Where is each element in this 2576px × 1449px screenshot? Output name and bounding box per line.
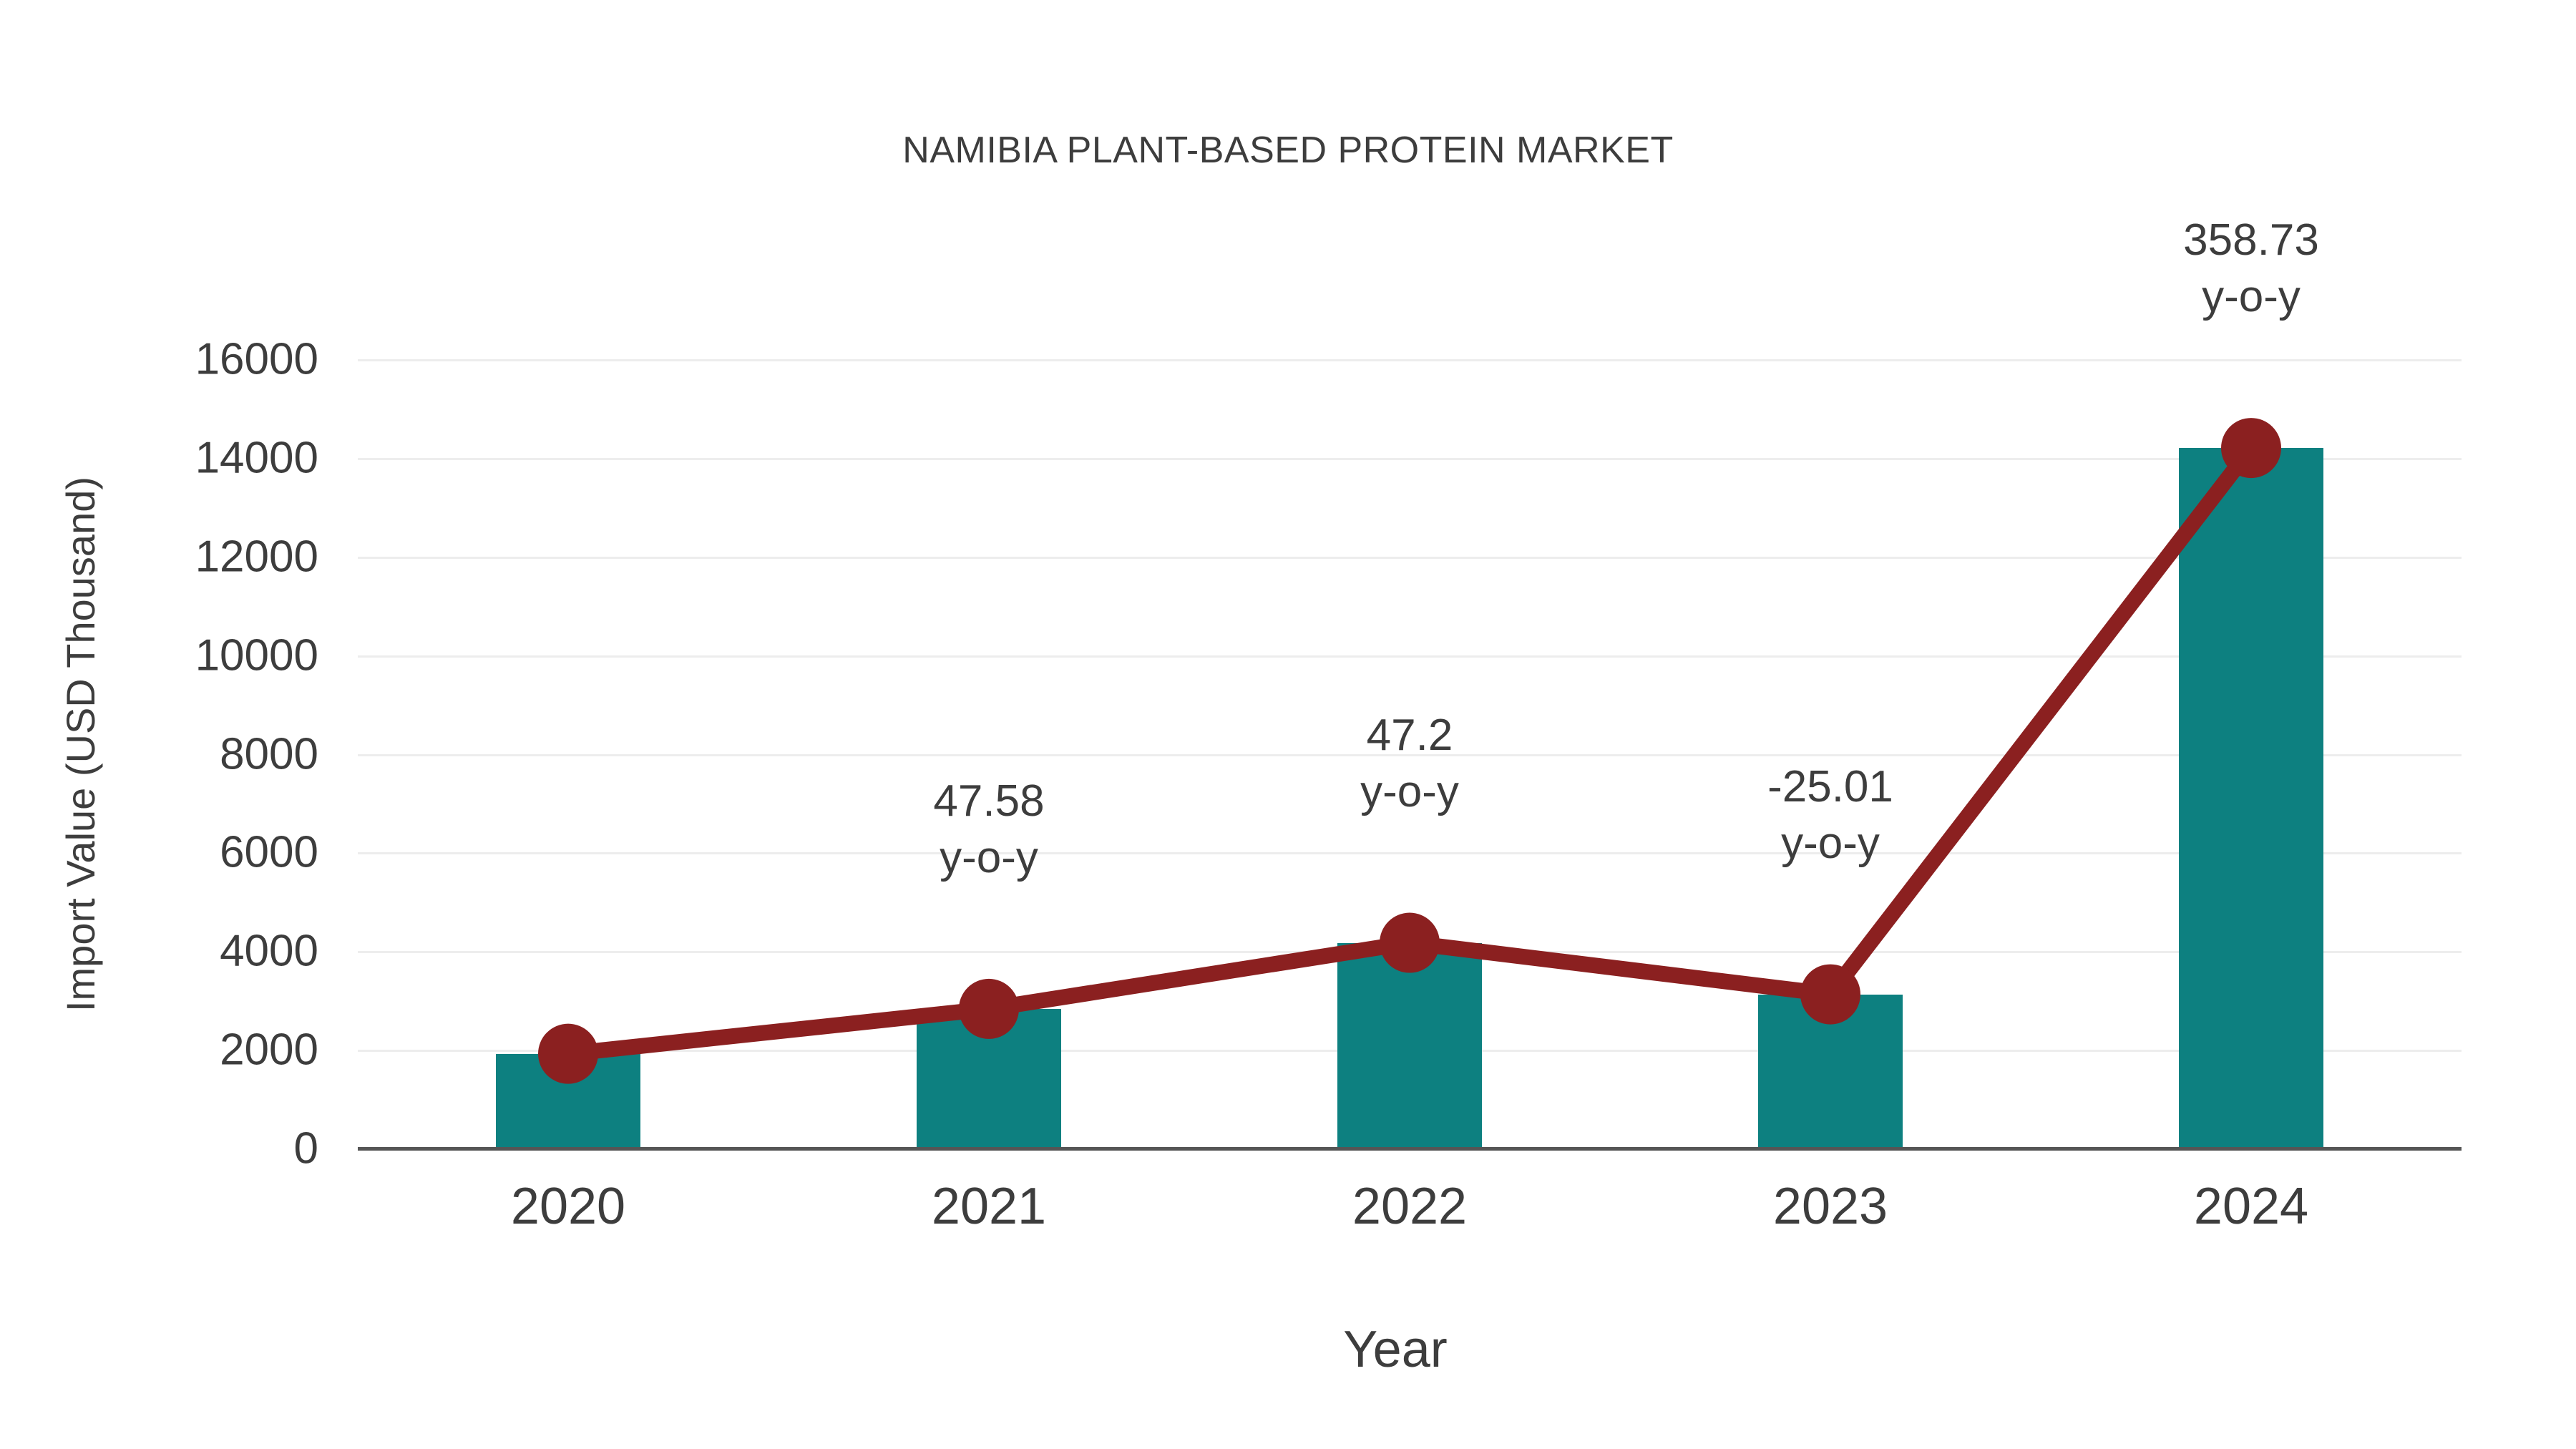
bar[interactable] xyxy=(2178,448,2324,1148)
y-axis-tick-label: 4000 xyxy=(220,926,318,976)
data-label-suffix: y-o-y xyxy=(1360,766,1459,816)
x-axis-tick-label: 2024 xyxy=(2193,1178,2309,1235)
data-label: -25.01 y-o-y xyxy=(1767,758,1893,872)
chart-title: NAMIBIA PLANT-BASED PROTEIN MARKET xyxy=(902,130,1674,171)
y-axis-tick-label: 12000 xyxy=(195,532,318,582)
bar[interactable] xyxy=(1757,994,1903,1148)
x-axis-tick-label: 2022 xyxy=(1352,1178,1468,1235)
data-label: 47.2 y-o-y xyxy=(1360,707,1459,821)
y-axis-tick-label: 2000 xyxy=(220,1025,318,1075)
data-label-value: 47.2 xyxy=(1366,710,1453,760)
data-label-suffix: y-o-y xyxy=(2202,272,2301,322)
gridline xyxy=(358,655,2462,658)
x-axis-tick-label: 2020 xyxy=(510,1178,626,1235)
data-label-suffix: y-o-y xyxy=(1781,818,1880,868)
y-axis-tick-label: 16000 xyxy=(195,334,318,384)
y-axis-tick-label: 10000 xyxy=(195,630,318,680)
y-axis-tick-label: 6000 xyxy=(220,827,318,877)
y-axis-tick-label: 8000 xyxy=(220,729,318,779)
bar[interactable] xyxy=(1337,942,1483,1148)
data-label-suffix: y-o-y xyxy=(940,833,1038,883)
gridline xyxy=(358,852,2462,855)
x-axis-tick-label: 2023 xyxy=(1772,1178,1888,1235)
data-label: 47.58 y-o-y xyxy=(933,773,1044,887)
x-axis-line xyxy=(358,1147,2462,1151)
bar[interactable] xyxy=(916,1008,1062,1148)
gridline xyxy=(358,359,2462,361)
x-axis-title: Year xyxy=(1343,1321,1448,1378)
data-label: 358.73 y-o-y xyxy=(2183,212,2319,326)
gridline xyxy=(358,457,2462,460)
data-label-value: 358.73 xyxy=(2183,215,2319,265)
data-label-value: -25.01 xyxy=(1767,761,1893,811)
data-label-value: 47.58 xyxy=(933,776,1045,826)
y-axis-tick-label: 14000 xyxy=(195,433,318,483)
y-axis-tick-label: 0 xyxy=(293,1123,318,1174)
gridline xyxy=(358,556,2462,559)
x-axis-tick-label: 2021 xyxy=(931,1178,1047,1235)
bar[interactable] xyxy=(495,1053,641,1148)
